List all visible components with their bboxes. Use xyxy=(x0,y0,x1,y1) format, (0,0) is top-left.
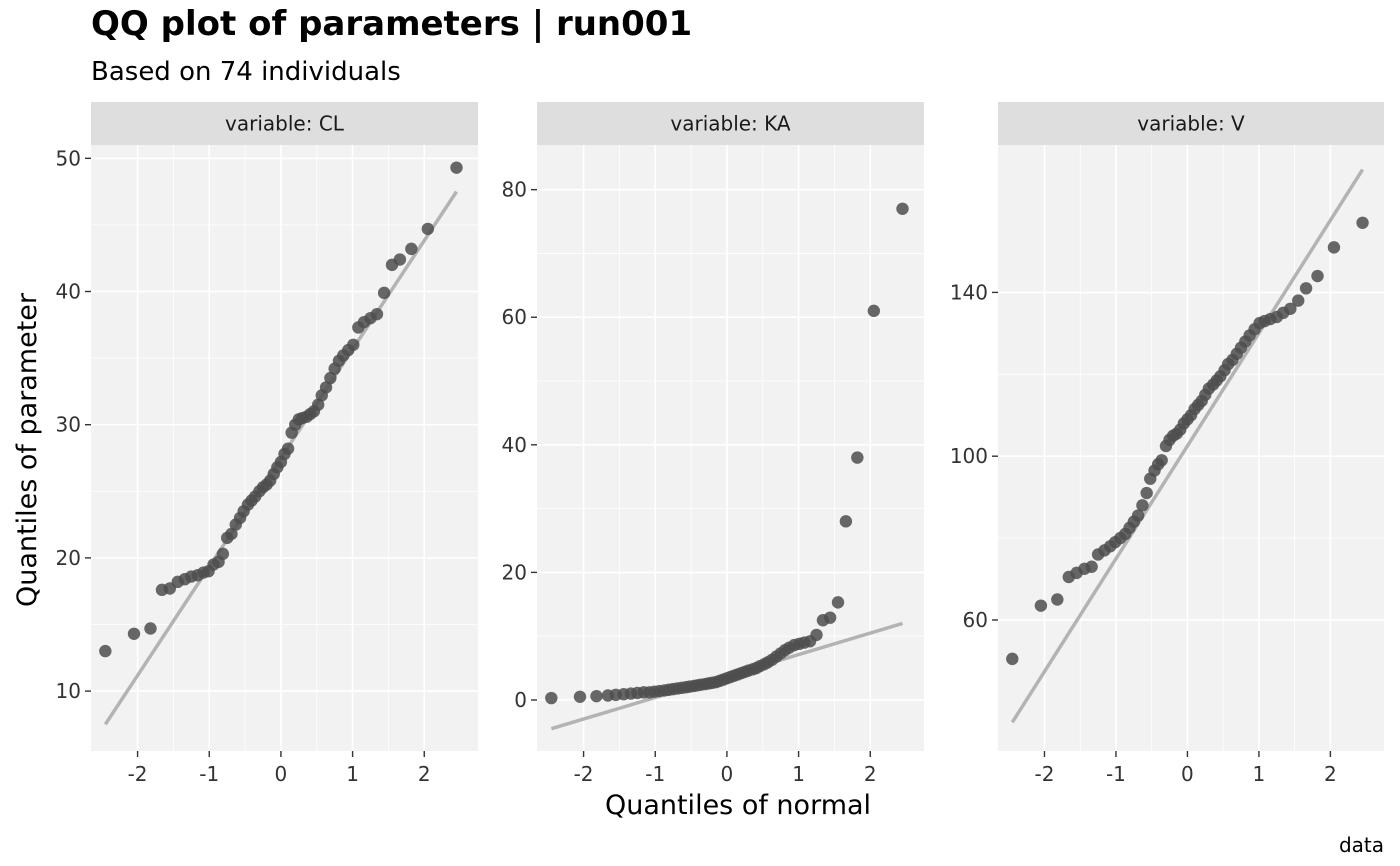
data-point xyxy=(573,690,587,703)
data-point xyxy=(324,371,337,385)
y-tick-label: 60 xyxy=(963,608,988,632)
data-point xyxy=(405,242,418,256)
data-point xyxy=(1034,599,1048,612)
data-point xyxy=(831,596,845,609)
facet-strip-label: variable: CL xyxy=(225,112,345,136)
x-tick-label: 2 xyxy=(1324,762,1337,786)
x-axis-title: Quantiles of normal xyxy=(605,790,871,821)
x-tick-label: 1 xyxy=(346,762,359,786)
data-point xyxy=(1085,560,1098,573)
facet-panel: variable: V -2 -1 0 1 2 60 100 140 xyxy=(950,102,1384,786)
chart-title: QQ plot of parameters | run001 xyxy=(91,4,692,44)
x-tick-label: -2 xyxy=(1034,762,1054,786)
facet-strip xyxy=(91,102,478,145)
data-point xyxy=(370,307,384,321)
y-tick-label: 100 xyxy=(950,444,988,468)
data-point xyxy=(1131,509,1145,522)
y-tick-label: 60 xyxy=(502,305,527,329)
chart-caption: data xyxy=(1339,833,1384,857)
data-point xyxy=(127,627,141,640)
qq-reference-line xyxy=(1010,168,1365,724)
data-point xyxy=(839,515,853,528)
data-point xyxy=(896,202,909,215)
data-point xyxy=(1136,499,1149,512)
data-point xyxy=(319,381,333,394)
panel-background xyxy=(998,145,1384,751)
y-tick-label: 80 xyxy=(502,178,527,202)
y-tick-label: 40 xyxy=(502,433,527,457)
data-point xyxy=(545,691,558,705)
data-point xyxy=(1006,652,1019,666)
data-point xyxy=(421,222,435,236)
x-tick-label: 0 xyxy=(275,762,288,786)
x-tick-label: 0 xyxy=(721,762,734,786)
x-tick-label: 0 xyxy=(1181,762,1194,786)
data-point xyxy=(377,286,391,300)
data-point xyxy=(216,547,230,561)
data-point xyxy=(281,442,295,455)
data-point xyxy=(1311,269,1324,283)
data-point xyxy=(347,338,360,351)
data-point xyxy=(1140,486,1153,500)
facet-strip-label: variable: KA xyxy=(670,112,791,136)
data-point xyxy=(1155,454,1168,467)
y-tick-label: 0 xyxy=(514,688,527,712)
y-tick-label: 40 xyxy=(56,280,81,304)
x-tick-label: 1 xyxy=(1253,762,1266,786)
data-point xyxy=(823,611,837,624)
x-tick-label: 2 xyxy=(864,762,877,786)
data-point xyxy=(1051,593,1064,606)
y-tick-label: 20 xyxy=(56,546,81,570)
facet-strip xyxy=(998,102,1384,145)
data-point xyxy=(99,644,112,658)
data-point xyxy=(867,304,881,318)
x-tick-label: -2 xyxy=(128,762,148,786)
data-point xyxy=(1356,216,1369,229)
chart-subtitle: Based on 74 individuals xyxy=(91,57,401,87)
data-point xyxy=(810,628,823,642)
data-point xyxy=(450,161,463,174)
data-point xyxy=(393,253,407,266)
data-point xyxy=(311,398,325,411)
data-point xyxy=(144,622,157,635)
facet-strip-label: variable: V xyxy=(1137,112,1245,136)
x-tick-label: 1 xyxy=(792,762,805,786)
y-tick-label: 10 xyxy=(56,679,81,703)
data-point xyxy=(225,527,238,541)
x-tick-label: -1 xyxy=(199,762,219,786)
y-tick-label: 50 xyxy=(56,146,81,170)
panel-background xyxy=(537,145,924,751)
x-tick-label: -1 xyxy=(645,762,665,786)
x-tick-label: -1 xyxy=(1106,762,1126,786)
data-point xyxy=(1284,302,1297,315)
y-tick-label: 30 xyxy=(56,413,81,437)
data-point xyxy=(1292,294,1305,307)
data-point xyxy=(1327,241,1341,254)
facet-panel: variable: CL -2 -1 0 1 2 10 20 30 40 50 xyxy=(56,102,478,786)
data-point xyxy=(851,451,864,464)
y-tick-label: 140 xyxy=(950,280,988,304)
x-tick-label: 2 xyxy=(418,762,431,786)
x-tick-label: -2 xyxy=(574,762,594,786)
facet-strip xyxy=(537,102,924,145)
y-axis-title: Quantiles of parameter xyxy=(12,292,43,607)
data-point xyxy=(590,689,603,703)
data-point xyxy=(1299,282,1313,295)
y-tick-label: 20 xyxy=(502,560,527,584)
